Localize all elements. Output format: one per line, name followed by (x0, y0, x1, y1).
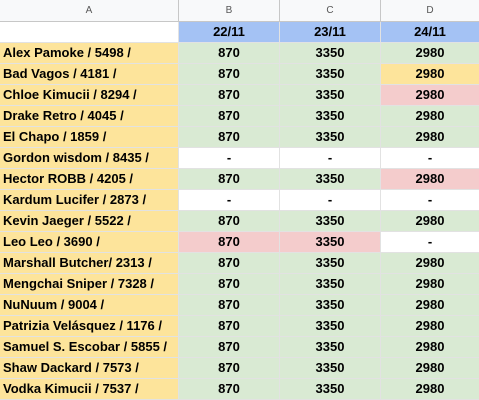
cell-amount-b[interactable]: - (179, 190, 280, 211)
cell-amount-d[interactable]: - (381, 148, 479, 169)
cell-amount-d[interactable]: 2980 (381, 43, 479, 64)
cell-amount-c[interactable]: 3350 (280, 379, 381, 400)
cell-amount-c[interactable]: 3350 (280, 253, 381, 274)
table-row: Gordon wisdom / 8435 /- - - (0, 148, 479, 169)
cell-amount-c[interactable]: 3350 (280, 106, 381, 127)
cell-player-name[interactable]: Drake Retro / 4045 / (0, 106, 179, 127)
cell-player-name[interactable]: Marshall Butcher/ 2313 / (0, 253, 179, 274)
cell-amount-c[interactable]: 3350 (280, 295, 381, 316)
cell-amount-d[interactable]: 2980 (381, 169, 479, 190)
column-header-d[interactable]: D (426, 5, 434, 16)
cell-date-24-11[interactable]: 24/11 (381, 22, 479, 43)
cell-amount-b[interactable]: 870 (179, 379, 280, 400)
cell-amount-d[interactable]: 2980 (381, 274, 479, 295)
table-row: Chloe Kimucii / 8294 /870 3350 2980 (0, 85, 479, 106)
table-row: Alex Pamoke / 5498 /870 3350 2980 (0, 43, 479, 64)
cell-player-name[interactable]: NuNuum / 9004 / (0, 295, 179, 316)
column-header-c[interactable]: C (280, 0, 381, 21)
cell-amount-b[interactable]: 870 (179, 64, 280, 85)
cell-amount-b[interactable]: 870 (179, 106, 280, 127)
cell-player-name[interactable]: Kardum Lucifer / 2873 / (0, 190, 179, 211)
table-row: Kardum Lucifer / 2873 /- - - (0, 190, 479, 211)
table-row: Samuel S. Escobar / 5855 /870 3350 2980 (0, 337, 479, 358)
cell-amount-b[interactable]: 870 (179, 358, 280, 379)
cell-player-name[interactable]: Chloe Kimucii / 8294 / (0, 85, 179, 106)
cell-amount-b[interactable]: 870 (179, 43, 280, 64)
cell-amount-c[interactable]: 3350 (280, 127, 381, 148)
cell-amount-c[interactable]: 3350 (280, 316, 381, 337)
table-row: Drake Retro / 4045 /870 3350 2980 (0, 106, 479, 127)
cell-amount-b[interactable]: 870 (179, 295, 280, 316)
cell-amount-b[interactable]: 870 (179, 211, 280, 232)
cell-player-name[interactable]: Vodka Kimucii / 7537 / (0, 379, 179, 400)
cell-amount-c[interactable]: 3350 (280, 169, 381, 190)
cell-amount-d[interactable]: 2980 (381, 316, 479, 337)
cell-date-23-11[interactable]: 23/11 (280, 22, 381, 43)
table-row: Shaw Dackard / 7573 /870 3350 2980 (0, 358, 479, 379)
cell-amount-c[interactable]: 3350 (280, 211, 381, 232)
cell-amount-b[interactable]: 870 (179, 232, 280, 253)
cell-amount-c[interactable]: 3350 (280, 232, 381, 253)
cell-amount-c[interactable]: 3350 (280, 64, 381, 85)
cell-player-name[interactable]: Alex Pamoke / 5498 / (0, 43, 179, 64)
column-header-a[interactable]: A (0, 0, 179, 21)
cell-player-name[interactable]: Gordon wisdom / 8435 / (0, 148, 179, 169)
cell-amount-d[interactable]: 2980 (381, 358, 479, 379)
cell-amount-d[interactable]: 2980 (381, 295, 479, 316)
cell-amount-c[interactable]: 3350 (280, 43, 381, 64)
cell-player-name[interactable]: Mengchai Sniper / 7328 / (0, 274, 179, 295)
cell-player-name[interactable]: El Chapo / 1859 / (0, 127, 179, 148)
cell-player-name[interactable]: Samuel S. Escobar / 5855 / (0, 337, 179, 358)
cell-a-header[interactable] (0, 22, 179, 43)
cell-player-name[interactable]: Leo Leo / 3690 / (0, 232, 179, 253)
cell-grid: 22/11 23/11 24/11 Alex Pamoke / 5498 /87… (0, 22, 479, 400)
cell-player-name[interactable]: Patrizia Velásquez / 1176 / (0, 316, 179, 337)
cell-amount-d[interactable]: 2980 (381, 85, 479, 106)
cell-amount-c[interactable]: 3350 (280, 85, 381, 106)
column-header-row: A B C D (0, 0, 479, 22)
cell-amount-d[interactable]: 2980 (381, 211, 479, 232)
cell-amount-c[interactable]: 3350 (280, 274, 381, 295)
cell-amount-b[interactable]: 870 (179, 127, 280, 148)
cell-date-22-11[interactable]: 22/11 (179, 22, 280, 43)
cell-amount-b[interactable]: 870 (179, 85, 280, 106)
cell-amount-b[interactable]: 870 (179, 169, 280, 190)
cell-amount-d[interactable]: 2980 (381, 106, 479, 127)
table-row: Leo Leo / 3690 /870 3350- (0, 232, 479, 253)
table-row: Patrizia Velásquez / 1176 /870 3350 2980 (0, 316, 479, 337)
table-row: NuNuum / 9004 /870 3350 2980 (0, 295, 479, 316)
cell-amount-b[interactable]: 870 (179, 316, 280, 337)
cell-amount-d[interactable]: 2980 (381, 253, 479, 274)
cell-amount-c[interactable]: 3350 (280, 358, 381, 379)
cell-amount-d[interactable]: 2980 (381, 127, 479, 148)
column-header-b[interactable]: B (179, 0, 280, 21)
table-row: Vodka Kimucii / 7537 /870 3350 2980 (0, 379, 479, 400)
cell-amount-b[interactable]: 870 (179, 337, 280, 358)
table-row: Kevin Jaeger / 5522 /870 3350 2980 (0, 211, 479, 232)
cell-amount-c[interactable]: - (280, 190, 381, 211)
data-rows: Alex Pamoke / 5498 /870 3350 2980 Bad Vagos… (0, 43, 479, 400)
header-row: 22/11 23/11 24/11 (0, 22, 479, 43)
table-row: Mengchai Sniper / 7328 /870 3350 2980 (0, 274, 479, 295)
cell-amount-b[interactable]: - (179, 148, 280, 169)
table-row: Marshall Butcher/ 2313 /870 3350 2980 (0, 253, 479, 274)
cell-player-name[interactable]: Hector ROBB / 4205 / (0, 169, 179, 190)
cell-player-name[interactable]: Shaw Dackard / 7573 / (0, 358, 179, 379)
cell-amount-c[interactable]: - (280, 148, 381, 169)
cell-amount-d[interactable]: 2980 (381, 337, 479, 358)
cell-player-name[interactable]: Bad Vagos / 4181 / (0, 64, 179, 85)
cell-amount-d[interactable]: - (381, 232, 479, 253)
cell-amount-d[interactable]: 2980 (381, 379, 479, 400)
cell-player-name[interactable]: Kevin Jaeger / 5522 / (0, 211, 179, 232)
cell-amount-b[interactable]: 870 (179, 274, 280, 295)
cell-amount-c[interactable]: 3350 (280, 337, 381, 358)
table-row: Hector ROBB / 4205 /870 3350 2980 (0, 169, 479, 190)
table-row: Bad Vagos / 4181 /870 3350 2980 (0, 64, 479, 85)
table-row: El Chapo / 1859 /870 3350 2980 (0, 127, 479, 148)
cell-amount-d[interactable]: - (381, 190, 479, 211)
cell-amount-b[interactable]: 870 (179, 253, 280, 274)
cell-amount-d[interactable]: 2980 (381, 64, 479, 85)
